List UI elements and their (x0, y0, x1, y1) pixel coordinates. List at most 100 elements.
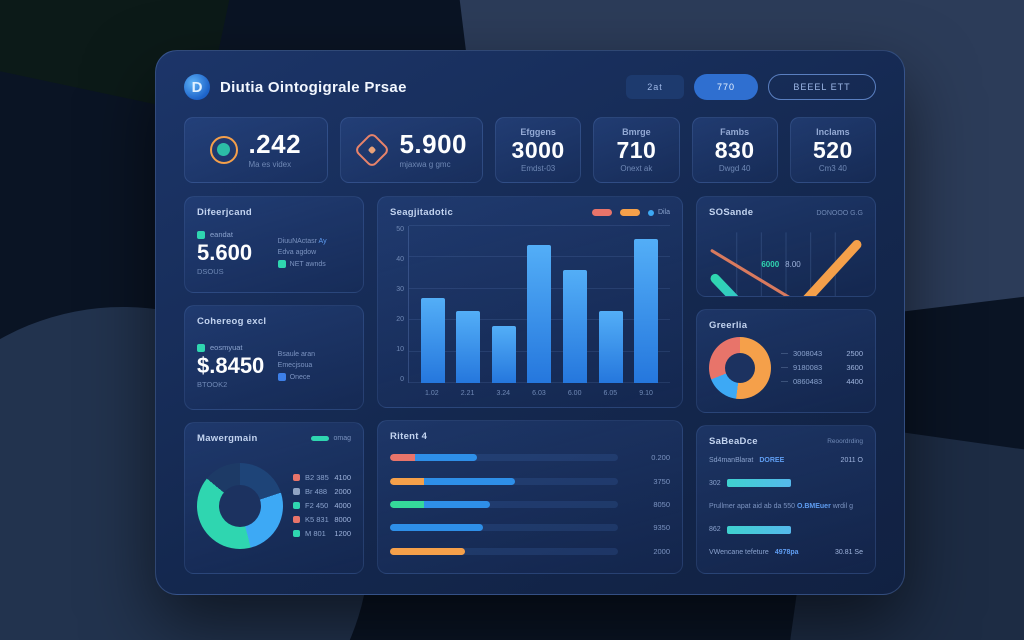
middle-column: Seagjitadotic Dila 50 40 30 20 10 0 1.02 2.21 3… (377, 196, 683, 574)
header-button-3[interactable]: BEEEL ETT (768, 74, 876, 100)
stat-card-6[interactable]: Inclams 520 Cm3 40 (789, 117, 876, 183)
header-button-1[interactable]: 2at (626, 75, 684, 99)
progress-value: 2000 (653, 546, 670, 556)
service-value-blue: DOREE (759, 457, 785, 465)
legend-marker-icon (619, 209, 640, 216)
kpi-card-a[interactable]: Difeerjcand eandat 5.600 DSOUS DiuuNActa… (184, 196, 364, 293)
donut-hole (725, 352, 755, 383)
service-text-highlight: O.BMEuer (796, 502, 831, 510)
service-label: Sd4manBlarat (709, 457, 754, 465)
blue-square-icon (277, 373, 286, 381)
progress-bar (726, 525, 791, 534)
kpi-value: 5.600 (197, 240, 253, 265)
stats-row: .242 Ma es videx 5.900 mjaxwa g gmc Efgg… (184, 117, 876, 183)
stat-sub: Ma es videx (248, 160, 292, 170)
teal-square-icon (197, 343, 205, 352)
legend-square-icon (293, 502, 300, 509)
bar (491, 326, 516, 383)
side-text-highlight: Ay (318, 238, 327, 245)
card-subtitle: DONOOO G.G (816, 210, 863, 217)
progress-track (390, 477, 618, 485)
stat-card-4[interactable]: Bmrge 710 Onext ak (593, 117, 680, 183)
x-tick: 1.02 (425, 390, 439, 397)
progress-track (390, 524, 618, 532)
share-donut-card[interactable]: Greerlia —3008043 2500 —9180083 3600 —086048… (696, 309, 876, 413)
progress-value: 9350 (653, 523, 670, 533)
progress-bar (726, 479, 791, 488)
side-text: Emecjsoua (277, 362, 313, 369)
legend-item: Dila (647, 209, 670, 216)
legend-row: Br 488 2000 (293, 487, 351, 496)
card-title: Greerlia (709, 320, 748, 331)
line-chart-svg (710, 232, 862, 296)
main-grid: Difeerjcand eandat 5.600 DSOUS DiuuNActa… (184, 196, 876, 574)
service-label: 302 (709, 479, 721, 487)
legend-marker-icon (591, 209, 612, 216)
side-text: Edva agdow (277, 249, 317, 256)
service-label: VWencane tefeture (709, 548, 769, 556)
donut-hole (219, 484, 261, 527)
header: D Diutia Ointogigrale Prsae 2at 770 BEEE… (184, 67, 876, 107)
service-row-3: Prullmer apat aid ab da 550 O.BMEuer wrd… (709, 502, 863, 511)
progress-value: 0.200 (651, 453, 670, 463)
x-tick: 9.10 (639, 390, 653, 397)
legend-dash-icon: — (781, 350, 788, 357)
legend-item (591, 209, 612, 216)
stat-sub: Dwgd 40 (718, 164, 751, 174)
share-donut-chart (709, 336, 771, 399)
page-title: Diutia Ointogigrale Prsae (220, 78, 407, 96)
header-actions: 2at 770 BEEEL ETT (626, 74, 876, 100)
progress-row: 0.200 (390, 453, 670, 462)
x-axis-labels: 1.02 2.21 3.24 6.03 6.00 6.05 9.10 (408, 383, 670, 397)
budget-donut-card[interactable]: Mawergmain omag B2 385 4100 Br 488 2000 F2 4… (184, 422, 364, 574)
budget-donut-chart (197, 462, 283, 549)
header-button-2[interactable]: 770 (694, 74, 758, 100)
stat-card-5[interactable]: Fambs 830 Dwgd 40 (691, 117, 778, 183)
stat-value: 5.900 (399, 128, 468, 159)
kpi-card-b[interactable]: Cohereog excl eosmyuat $.8450 BTOOK2 Bsa… (184, 305, 364, 410)
card-title: Ritent 4 (390, 431, 428, 442)
y-tick: 10 (396, 346, 404, 353)
card-subtitle: Reoordrding (827, 438, 863, 445)
pill-legend-label: omag (333, 435, 351, 442)
service-label: 862 (709, 526, 721, 534)
line-chart-card[interactable]: SOSande DONOOO G.G (696, 196, 876, 297)
progress-bars-card[interactable]: Ritent 4 0.200 3750 8050 9350 2000 (377, 420, 683, 574)
stat-sub: Cm3 40 (818, 164, 847, 174)
stat-sub: Emdst-03 (521, 164, 556, 174)
bar (456, 310, 481, 383)
legend-row: K5 831 8000 (293, 515, 351, 524)
service-row-4: 862 (709, 525, 863, 534)
side-text: Bsaule aran (277, 351, 316, 358)
gridline (409, 225, 670, 226)
progress-segment (390, 477, 425, 485)
card-title: Mawergmain (197, 433, 258, 444)
bar-chart-card[interactable]: Seagjitadotic Dila 50 40 30 20 10 0 1.02 2.21 3… (377, 196, 683, 408)
dashboard-panel: D Diutia Ointogigrale Prsae 2at 770 BEEE… (155, 50, 905, 595)
progress-track (390, 454, 618, 462)
stat-label: Efggens (520, 126, 556, 137)
card-title: Difeerjcand (197, 207, 253, 218)
y-tick: 20 (396, 316, 404, 323)
bar (634, 238, 659, 383)
service-text-tail: wrdil g (832, 502, 853, 510)
stat-label: Fambs (720, 126, 750, 137)
stat-card-2[interactable]: 5.900 mjaxwa g gmc (339, 117, 483, 183)
y-tick: 0 (400, 376, 404, 383)
legend-row: —0860483 4400 (781, 377, 863, 386)
coin-icon (210, 136, 239, 164)
orange-trend-line (803, 240, 862, 296)
progress-row: 9350 (390, 523, 670, 532)
legend-row: —9180083 3600 (781, 363, 863, 372)
legend-square-icon (293, 530, 300, 537)
kpi-legend-label: eandat (210, 230, 233, 239)
service-card[interactable]: SaBeaDce Reoordrding Sd4manBlarat DOREE … (696, 425, 876, 574)
progress-value: 3750 (653, 476, 670, 486)
line-chart-plot: 6000 8.00 (709, 220, 863, 296)
legend-row: B2 385 4100 (293, 473, 351, 482)
stat-card-1[interactable]: .242 Ma es videx (184, 117, 328, 183)
legend-dash-icon: — (781, 378, 788, 385)
stat-card-3[interactable]: Efggens 3000 Emdst-03 (495, 117, 582, 183)
stat-value: 520 (812, 136, 853, 163)
x-tick: 6.05 (603, 390, 618, 397)
